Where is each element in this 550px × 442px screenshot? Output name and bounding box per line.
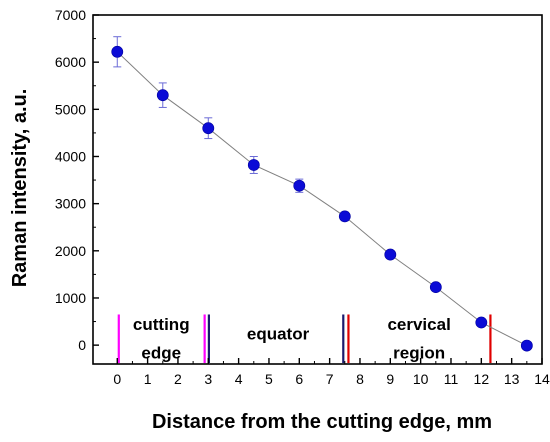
data-point bbox=[520, 339, 533, 352]
x-axis-label: Distance from the cutting edge, mm bbox=[152, 411, 492, 433]
region-label: cervical bbox=[387, 315, 450, 334]
region-label: region bbox=[393, 343, 445, 362]
x-tick-label: 3 bbox=[204, 371, 212, 387]
region-label: equator bbox=[247, 324, 310, 343]
data-point bbox=[247, 159, 260, 171]
data-point bbox=[384, 248, 397, 261]
x-tick-label: 4 bbox=[235, 371, 243, 387]
y-tick-label: 4000 bbox=[55, 148, 86, 164]
x-tick-label: 12 bbox=[474, 371, 490, 387]
data-point bbox=[293, 179, 306, 192]
x-tick-label: 11 bbox=[444, 371, 459, 387]
series-line bbox=[116, 51, 528, 347]
y-tick-label: 7000 bbox=[55, 7, 86, 23]
data-point bbox=[202, 122, 215, 135]
y-tick-label: 1000 bbox=[55, 290, 86, 306]
x-tick-label: 10 bbox=[413, 371, 429, 387]
y-tick-label: 3000 bbox=[55, 196, 86, 212]
data-point bbox=[475, 316, 488, 329]
y-tick-label: 6000 bbox=[55, 54, 86, 70]
data-point bbox=[338, 210, 351, 223]
data-point bbox=[429, 281, 442, 294]
x-tick-label: 1 bbox=[144, 371, 152, 387]
x-tick-label: 8 bbox=[356, 371, 364, 387]
x-tick-label: 14 bbox=[534, 371, 550, 387]
x-tick-label: 13 bbox=[504, 371, 520, 387]
x-tick-label: 2 bbox=[174, 371, 182, 387]
axes: 0 1 2 3 4 5 6 7 8 9 10 11 12 13 1401000200030004000500… bbox=[55, 7, 550, 387]
x-tick-label: 6 bbox=[295, 371, 303, 387]
x-tick-label: 9 bbox=[386, 371, 394, 387]
x-tick-label: 0 bbox=[113, 371, 121, 387]
y-tick-label: 0 bbox=[78, 337, 86, 353]
region-label: edge bbox=[141, 343, 181, 362]
y-tick-label: 2000 bbox=[55, 243, 86, 259]
data-point bbox=[156, 89, 169, 102]
data-point bbox=[111, 45, 124, 58]
x-tick-label: 7 bbox=[326, 371, 334, 387]
y-tick-label: 5000 bbox=[55, 101, 86, 117]
y-axis-label: Raman intensity, a.u. bbox=[9, 89, 31, 288]
plot-frame bbox=[92, 14, 543, 365]
region-label: cutting bbox=[133, 315, 190, 334]
plot-area: cutting edge equator cervical region bbox=[111, 36, 533, 363]
x-tick-label: 5 bbox=[265, 371, 273, 387]
